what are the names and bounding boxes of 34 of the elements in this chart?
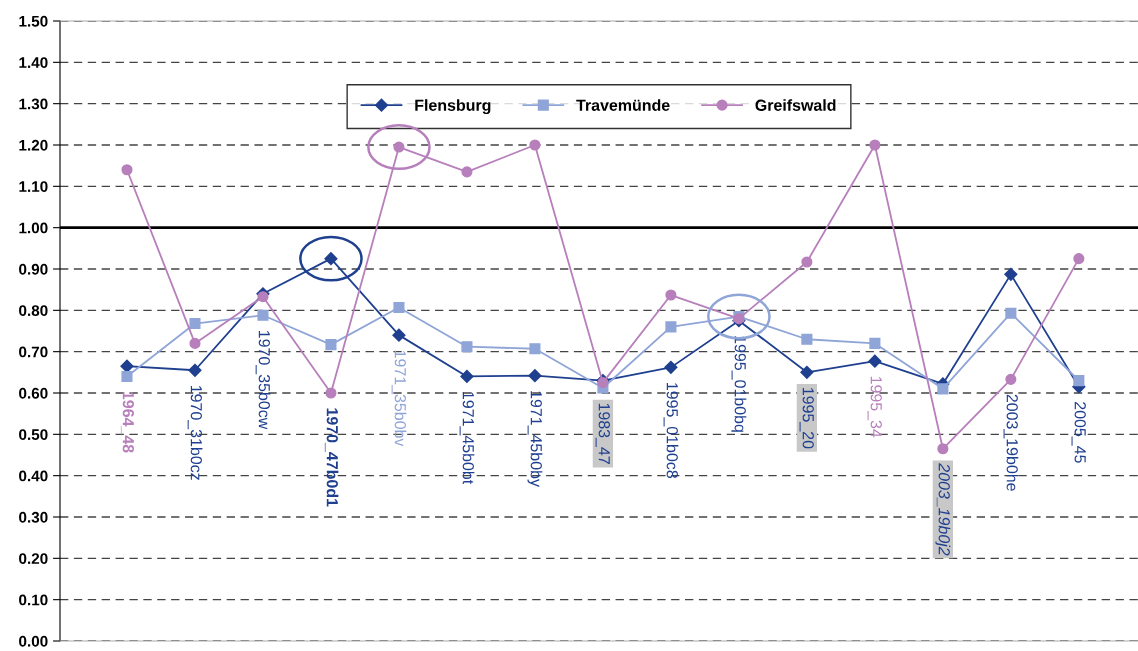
x-tick-label: 2003_19b0j2 bbox=[935, 463, 951, 556]
y-tick-label: 0.60 bbox=[19, 387, 48, 399]
y-tick-label: 0.00 bbox=[19, 635, 48, 647]
y-tick-label: 0.70 bbox=[19, 346, 48, 358]
y-tick-label: 1.00 bbox=[19, 222, 48, 234]
y-tick-label: 0.40 bbox=[19, 470, 48, 482]
x-tick-label: 1983_47 bbox=[595, 403, 610, 464]
x-tick-label: 1970_31b0cz bbox=[187, 385, 203, 480]
y-tick-label: 0.30 bbox=[19, 511, 48, 523]
y-tick-label: 0.10 bbox=[19, 594, 48, 606]
legend-label: Flensburg bbox=[415, 99, 491, 115]
x-tick-label: 1971_35b0bv bbox=[391, 350, 407, 447]
x-tick-label: 1995_01b0bq bbox=[731, 336, 747, 432]
x-tick-label: 1971_45b0by bbox=[527, 391, 543, 487]
y-tick-label: 0.50 bbox=[19, 429, 48, 441]
x-tick-label: 1995_34 bbox=[867, 376, 882, 438]
x-tick-label: 2005_45 bbox=[1071, 402, 1086, 463]
legend-label: Travemünde bbox=[576, 99, 670, 111]
x-tick-label: 1964_48 bbox=[120, 391, 134, 453]
x-tick-label: 1970_35b0cw bbox=[255, 330, 271, 430]
x-tick-label: 1970_47b0d1 bbox=[324, 408, 339, 507]
x-tick-label: 1995_20 bbox=[799, 388, 814, 449]
y-tick-label: 1.40 bbox=[19, 57, 48, 69]
y-tick-label: 1.50 bbox=[19, 15, 48, 27]
y-tick-label: 1.30 bbox=[19, 98, 48, 110]
y-tick-label: 1.20 bbox=[19, 139, 48, 151]
y-tick-label: 0.90 bbox=[19, 263, 48, 275]
legend-label: Greifswald bbox=[755, 99, 836, 111]
x-tick-label: 2003_19b0he bbox=[1003, 394, 1019, 491]
y-tick-label: 0.20 bbox=[19, 553, 48, 565]
y-tick-label: 1.10 bbox=[19, 181, 48, 193]
x-tick-label: 1995_01b0c8 bbox=[663, 383, 679, 478]
x-tick-label: 1971_45b0bt bbox=[459, 392, 475, 485]
y-tick-label: 0.80 bbox=[19, 305, 48, 317]
